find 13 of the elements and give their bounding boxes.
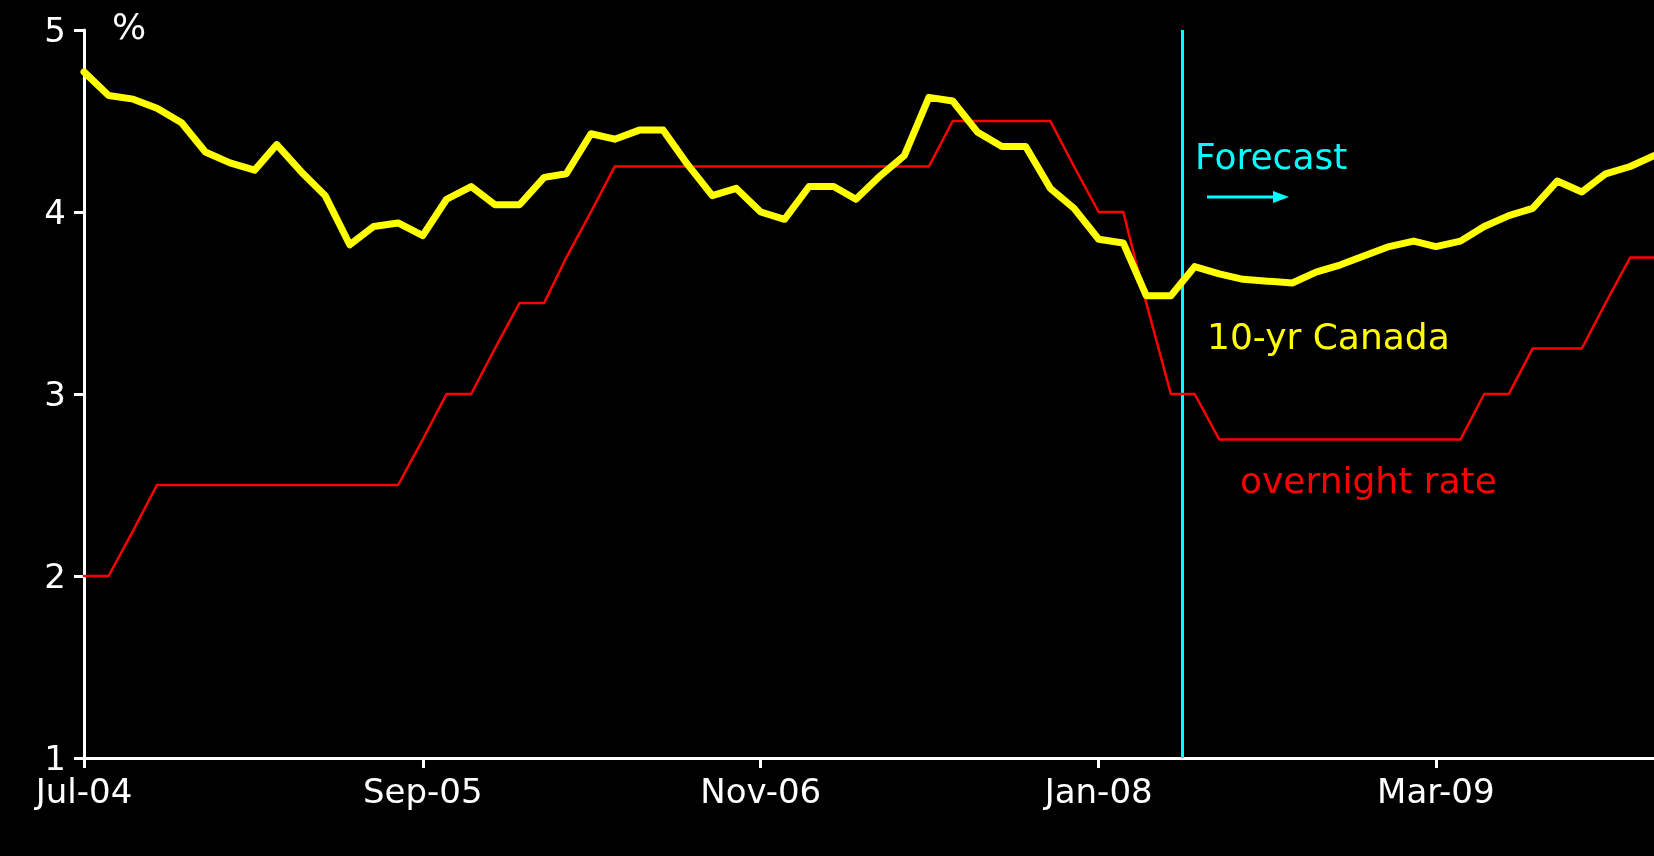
y-tick-label: 4 [44,192,66,232]
ref-line-label: Forecast [1195,135,1348,177]
x-tick-label: Nov-06 [700,771,822,811]
y-tick-label: 2 [44,556,66,596]
y-tick-label: 3 [44,374,66,414]
line-series [82,119,1654,578]
y-tick-label: 5 [44,10,66,50]
x-tick-label: Jan-08 [1042,771,1153,811]
series-label: 10-yr Canada [1207,315,1450,357]
y-axis-title: % [112,5,147,47]
x-tick-label: Mar-09 [1377,771,1495,811]
series-label: overnight rate [1240,459,1497,501]
x-tick-label: Sep-05 [362,771,483,811]
